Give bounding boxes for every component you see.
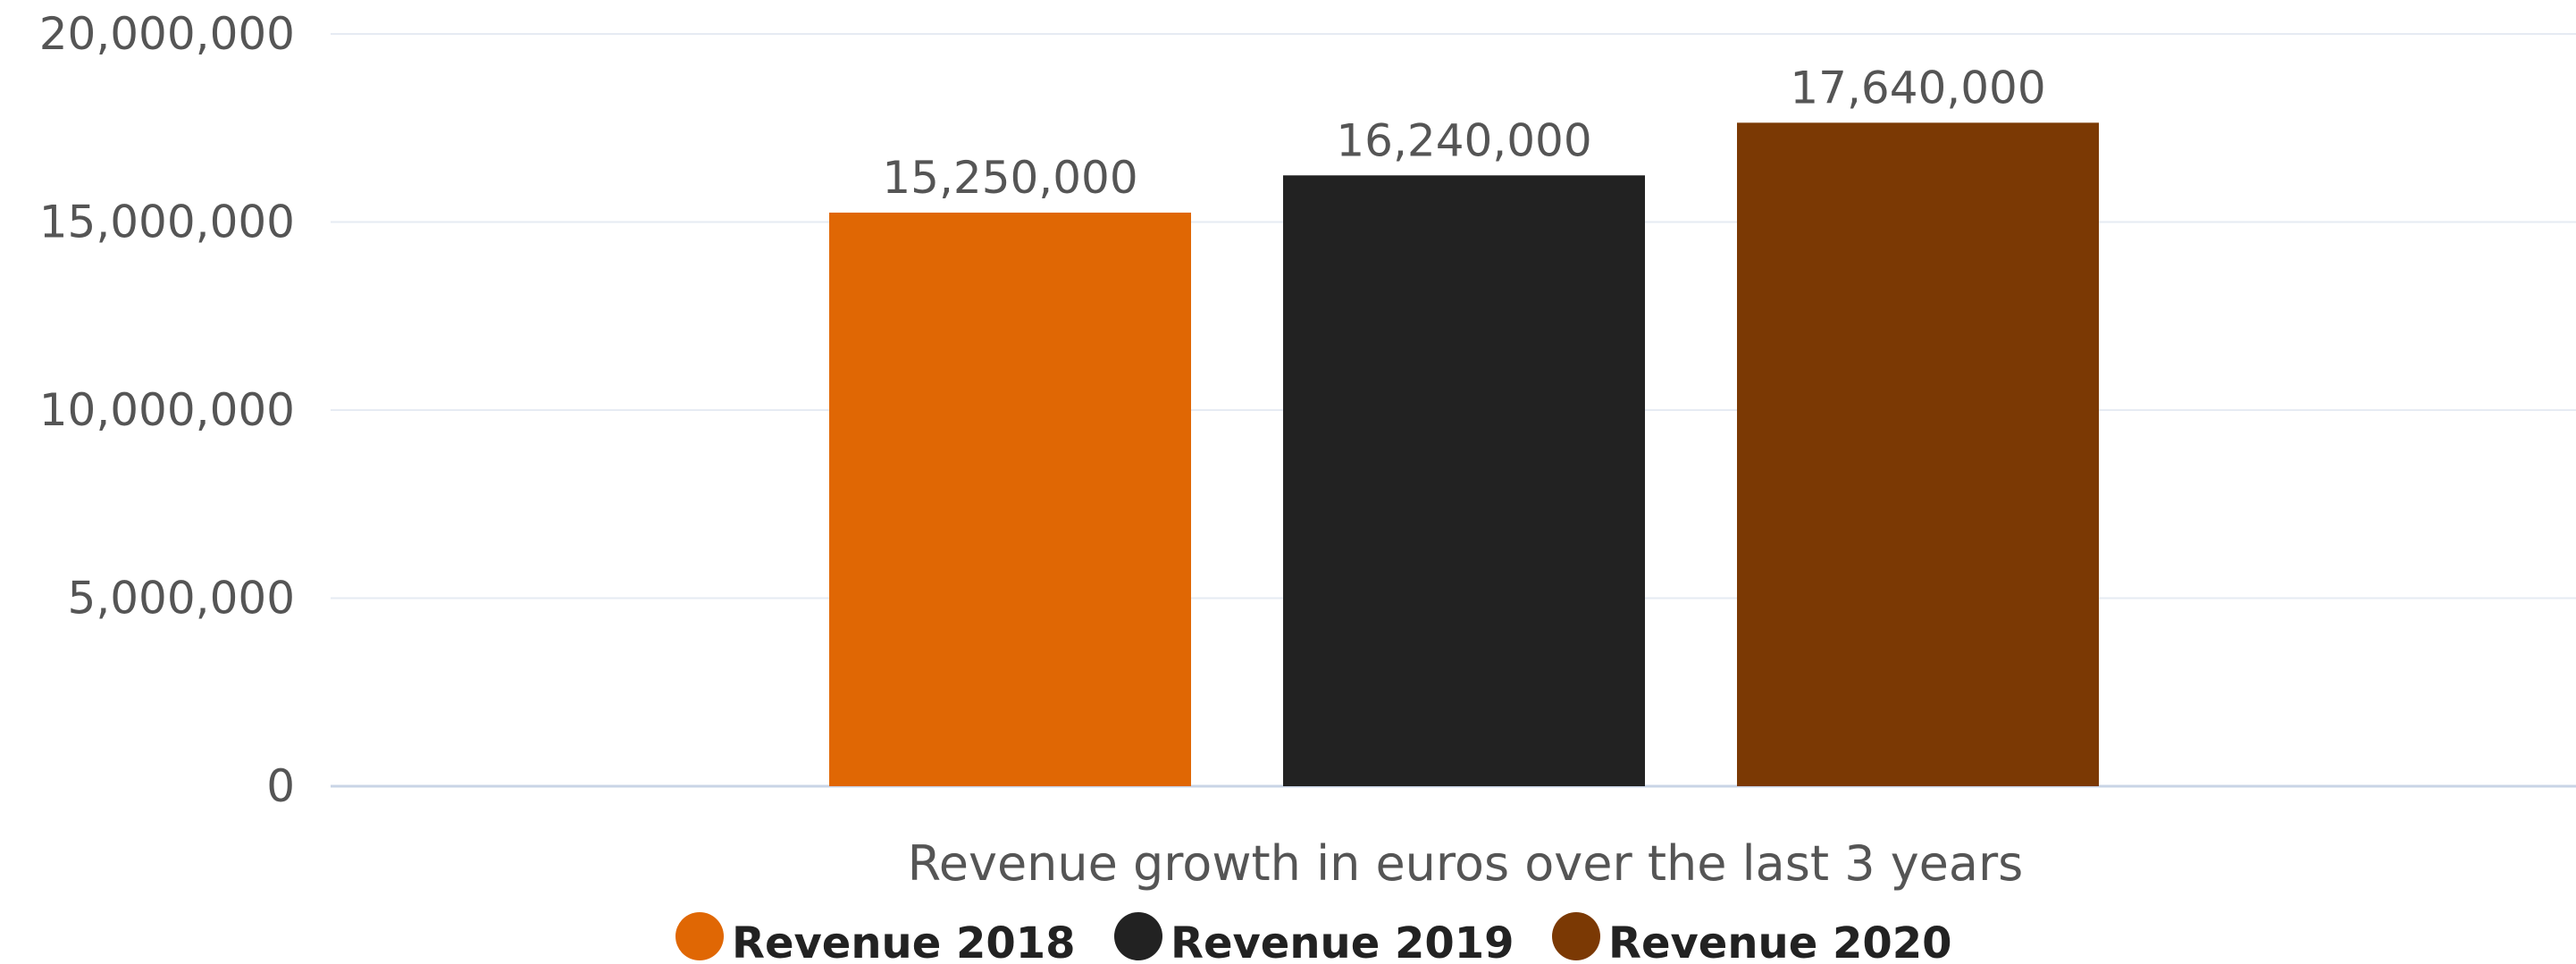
legend-marker	[1552, 912, 1600, 960]
legend-item-1[interactable]: Revenue 2018	[675, 912, 1076, 964]
legend: Revenue 2018 Revenue 2019 Revenue 2020	[675, 912, 1952, 964]
bars	[829, 122, 2099, 787]
bar-2	[1283, 175, 1645, 786]
legend-item-3[interactable]: Revenue 2020	[1552, 912, 1952, 964]
x-axis-label: Revenue growth in euros over the last 3 …	[908, 835, 2024, 892]
bar-1	[829, 212, 1191, 787]
bar-value-label: 15,250,000	[882, 152, 1137, 204]
legend-label: Revenue 2019	[1171, 918, 1515, 964]
bar-value-label: 17,640,000	[1790, 62, 2045, 113]
legend-item-2[interactable]: Revenue 2019	[1114, 912, 1515, 964]
bar-3	[1737, 122, 2099, 786]
y-tick-label: 10,000,000	[39, 384, 295, 436]
legend-label: Revenue 2018	[732, 918, 1076, 964]
legend-label: Revenue 2020	[1608, 918, 1952, 964]
y-tick-label: 20,000,000	[39, 8, 295, 60]
legend-marker	[1114, 912, 1162, 960]
y-axis: 0 5,000,000 10,000,000 15,000,000 20,000,000	[39, 8, 295, 812]
y-tick-label: 15,000,000	[39, 197, 295, 248]
data-labels: 15,250,000 16,240,000 17,640,000	[882, 62, 2045, 204]
y-tick-label: 5,000,000	[68, 573, 295, 625]
legend-marker	[675, 912, 724, 960]
y-tick-label: 0	[266, 760, 295, 812]
bar-value-label: 16,240,000	[1336, 114, 1591, 166]
